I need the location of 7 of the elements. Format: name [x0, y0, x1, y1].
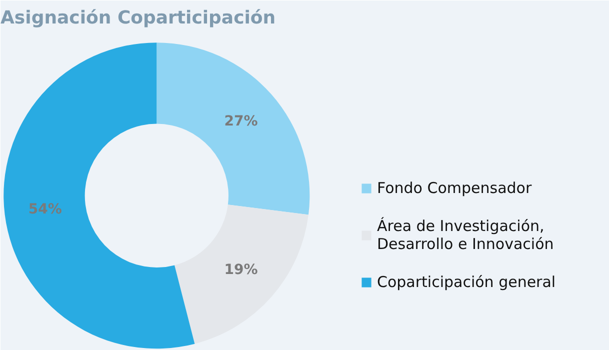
data-label: 54% — [28, 202, 62, 218]
data-label: 27% — [224, 113, 258, 130]
legend-label: Área de Investigación, Desarrollo e Innovación — [377, 217, 554, 253]
chart-title: Asignación Coparticipación — [0, 8, 276, 28]
legend-label: Fondo Compensador — [377, 179, 532, 197]
legend-label: Coparticipación general — [377, 273, 556, 291]
data-label: 19% — [224, 262, 258, 278]
